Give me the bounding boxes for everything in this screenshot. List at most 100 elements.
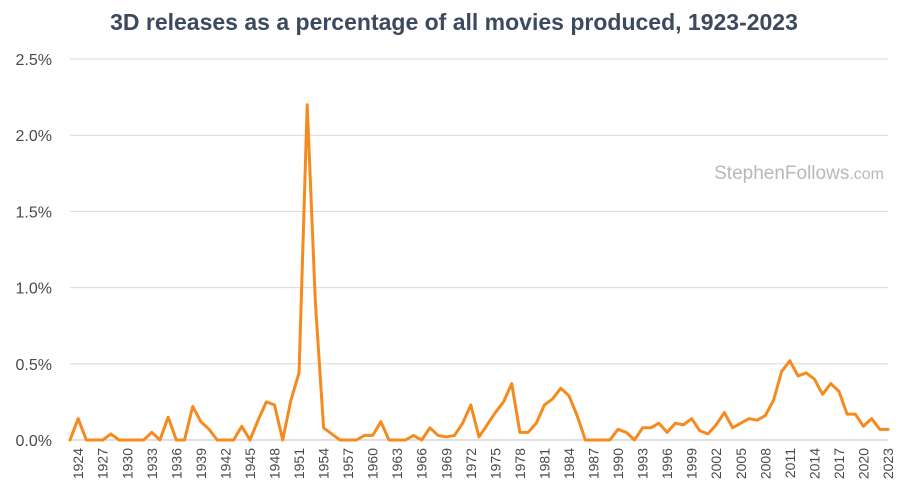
x-tick-label: 2008 (757, 448, 773, 479)
x-tick-label: 1975 (487, 448, 503, 479)
data-point (657, 422, 661, 425)
data-point (281, 438, 284, 442)
data-point (633, 438, 636, 442)
data-point (371, 434, 374, 437)
data-point (346, 438, 350, 442)
data-point (502, 400, 505, 404)
data-point (273, 403, 276, 407)
y-tick-label: 0.5% (16, 357, 52, 374)
watermark-suffix: .com (849, 166, 884, 183)
data-point (93, 438, 96, 442)
data-point (469, 403, 473, 407)
data-point (306, 103, 309, 106)
y-tick-label: 0.0% (16, 433, 52, 450)
data-point (715, 423, 718, 426)
data-point (665, 431, 669, 434)
x-tick-label: 1924 (70, 448, 86, 479)
x-tick-label: 2014 (806, 448, 822, 479)
data-point (862, 425, 865, 428)
data-point (485, 423, 489, 426)
data-point (477, 435, 481, 439)
data-point (739, 422, 742, 425)
x-tick-label: 1984 (561, 448, 577, 479)
data-point (755, 418, 759, 422)
x-axis-ticks: 1924 1927 1930 1933 1936 1939 1942 1945 1948 1951… (70, 448, 896, 479)
data-point (616, 428, 620, 431)
data-point (551, 397, 554, 401)
data-point (101, 438, 104, 442)
x-tick-label: 1957 (340, 448, 356, 479)
x-tick-label: 1987 (586, 448, 602, 479)
data-point (175, 438, 178, 442)
x-tick-label: 1939 (193, 448, 209, 479)
data-point (535, 422, 538, 425)
data-point (232, 438, 235, 442)
y-axis-ticks: 0.0% 0.5% 1.0% 1.5% 2.0% 2.5% (16, 52, 52, 450)
x-tick-label: 1930 (119, 448, 135, 479)
x-tick-label: 1990 (610, 448, 626, 479)
data-point (216, 438, 219, 442)
data-point (526, 431, 530, 434)
data-point (379, 420, 383, 423)
x-tick-label: 2011 (782, 448, 798, 478)
data-point (682, 423, 685, 426)
watermark-main: StephenFollows (714, 163, 849, 184)
data-point (183, 438, 186, 442)
data-point (592, 438, 595, 442)
x-tick-label: 1996 (659, 448, 675, 479)
data-point (731, 426, 734, 430)
data-point (821, 393, 824, 396)
series-line (68, 103, 890, 442)
x-tick-label: 1963 (389, 448, 405, 479)
data-point (126, 438, 129, 442)
series-layer (68, 103, 890, 442)
data-point (445, 435, 448, 439)
data-point (813, 377, 816, 381)
data-point (142, 438, 145, 442)
x-tick-label: 1999 (684, 448, 700, 479)
x-tick-label: 1960 (365, 448, 381, 479)
x-tick-label: 1933 (144, 448, 160, 479)
data-point (453, 434, 456, 437)
data-point (85, 438, 88, 442)
data-point (575, 414, 579, 417)
chart-title: 3D releases as a percentage of all movie… (110, 9, 798, 35)
gridlines (70, 58, 888, 441)
data-point (747, 417, 751, 420)
x-tick-label: 1966 (414, 448, 430, 479)
data-point (199, 420, 203, 423)
data-point (387, 438, 391, 442)
data-point (723, 411, 726, 414)
data-point (224, 438, 227, 442)
data-point (518, 431, 522, 434)
data-point (796, 374, 800, 378)
data-point (76, 417, 80, 420)
data-point (396, 438, 399, 442)
data-point (191, 405, 194, 408)
data-point (150, 431, 153, 434)
data-point (837, 390, 841, 393)
data-point (608, 438, 612, 442)
data-point (134, 438, 137, 442)
data-point (780, 370, 783, 373)
x-tick-label: 1945 (242, 448, 258, 479)
x-tick-label: 1978 (512, 448, 528, 479)
x-tick-label: 2002 (708, 448, 724, 479)
x-tick-label: 1942 (217, 448, 233, 479)
data-point (510, 382, 513, 385)
data-point (240, 425, 243, 428)
data-point (494, 411, 497, 414)
data-point (297, 371, 301, 375)
watermark: StephenFollows.com (714, 163, 884, 184)
data-point (805, 371, 808, 375)
data-point (338, 438, 342, 442)
x-tick-label: 1948 (267, 448, 283, 479)
x-tick-label: 1969 (438, 448, 454, 479)
data-point (322, 426, 325, 430)
x-tick-label: 2017 (831, 448, 847, 479)
x-tick-label: 1993 (635, 448, 651, 479)
y-tick-label: 2.0% (16, 128, 52, 145)
data-point (412, 434, 415, 437)
data-point (436, 434, 440, 437)
